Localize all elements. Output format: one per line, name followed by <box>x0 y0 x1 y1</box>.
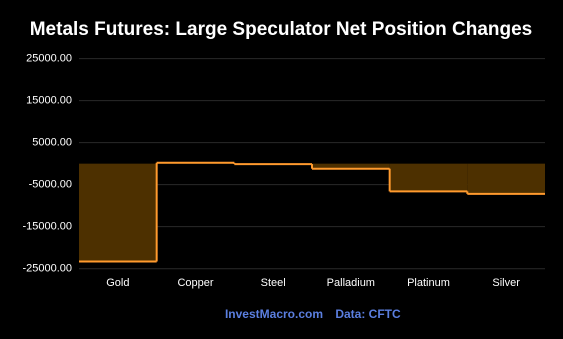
area-segment <box>389 163 468 192</box>
y-tick-label: 25000.00 <box>26 53 72 65</box>
y-tick-label: -5000.00 <box>29 179 72 191</box>
x-tick-label: Palladium <box>327 277 375 289</box>
footer-data: Data: CFTC <box>335 307 401 321</box>
area-segment <box>79 163 157 262</box>
x-tick-label: Silver <box>492 277 520 289</box>
y-tick-label: -25000.00 <box>22 263 72 275</box>
y-tick-label: 5000.00 <box>32 137 72 149</box>
footer-source: InvestMacro.com <box>225 307 323 321</box>
x-tick-label: Gold <box>106 277 129 289</box>
area-segment <box>467 163 545 194</box>
x-tick-label: Platinum <box>407 277 450 289</box>
x-tick-label: Copper <box>177 277 213 289</box>
y-tick-label: 15000.00 <box>26 95 72 107</box>
area-segment <box>312 163 390 169</box>
y-tick-label: -15000.00 <box>22 221 72 233</box>
chart-title: Metals Futures: Large Speculator Net Pos… <box>30 19 533 40</box>
x-tick-label: Steel <box>261 277 286 289</box>
